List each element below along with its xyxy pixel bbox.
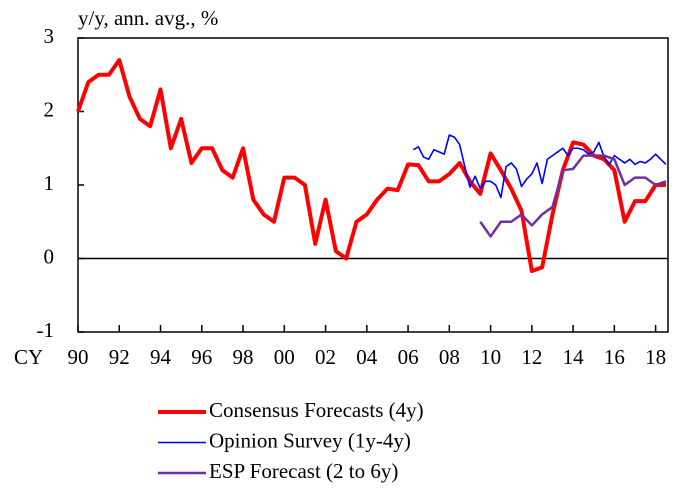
y-tick-label: 0 bbox=[44, 244, 55, 268]
x-tick-label: 04 bbox=[356, 345, 378, 369]
x-tick-label: 18 bbox=[645, 345, 666, 369]
y-tick-label: 1 bbox=[44, 171, 55, 195]
legend-label: ESP Forecast (2 to 6y) bbox=[209, 459, 398, 483]
legend-label: Consensus Forecasts (4y) bbox=[209, 398, 424, 422]
x-tick-label: 14 bbox=[563, 345, 585, 369]
legend-label: Opinion Survey (1y-4y) bbox=[209, 428, 411, 452]
plot-frame bbox=[77, 37, 669, 333]
series-line bbox=[412, 134, 667, 199]
y-tick-label: -1 bbox=[37, 318, 55, 342]
x-tick-label: 06 bbox=[398, 345, 419, 369]
x-tick-label: 96 bbox=[191, 345, 212, 369]
x-tick-label: 10 bbox=[480, 345, 501, 369]
series-line bbox=[76, 58, 666, 273]
x-tick-label: 00 bbox=[274, 345, 295, 369]
x-tick-label: 12 bbox=[521, 345, 542, 369]
x-tick-label: 08 bbox=[439, 345, 460, 369]
x-tick-label: 94 bbox=[150, 345, 172, 369]
x-tick-label: 98 bbox=[233, 345, 254, 369]
x-axis-prefix: CY bbox=[14, 345, 43, 369]
series-line bbox=[479, 154, 667, 238]
x-tick-label: 90 bbox=[68, 345, 89, 369]
x-tick-label: 16 bbox=[604, 345, 625, 369]
y-axis-label: y/y, ann. avg., % bbox=[78, 6, 218, 30]
y-tick-label: 3 bbox=[44, 24, 55, 48]
x-tick-label: 92 bbox=[109, 345, 130, 369]
x-tick-label: 02 bbox=[315, 345, 336, 369]
y-tick-label: 2 bbox=[44, 97, 55, 121]
